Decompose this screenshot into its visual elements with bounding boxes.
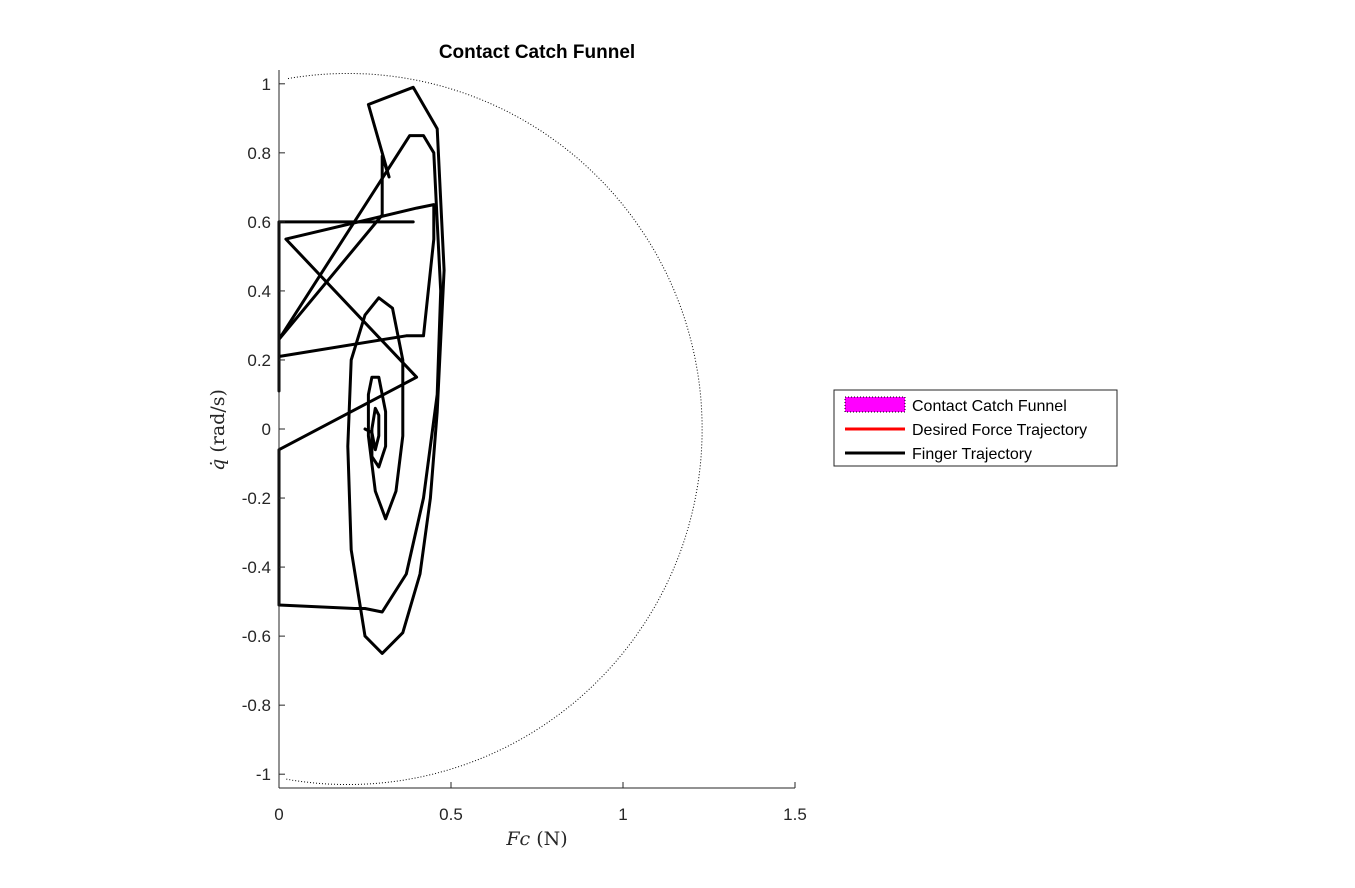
x-tick-label: 0 [274,805,283,824]
chart-title: Contact Catch Funnel [439,42,635,63]
x-axis-label-var: Fc [505,828,530,850]
x-tick-label: 0.5 [439,805,463,824]
x-axis-label: Fc (N) [505,828,567,850]
legend-label-contact-catch-funnel: Contact Catch Funnel [912,398,1067,415]
y-tick-label: -0.4 [242,558,271,577]
y-tick-label: -0.8 [242,696,271,715]
y-tick-label: 0.2 [247,351,271,370]
series-finger-trajectory-outer-loop [277,134,443,614]
y-axis-label: q̇ (rad/s) [207,389,229,471]
x-tick-label: 1 [618,805,627,824]
x-axis-label-unit: (N) [536,828,567,850]
y-axis-label-unit: (rad/s) [207,389,229,453]
y-tick-label: -0.6 [242,627,271,646]
legend-swatch-funnel [844,396,906,413]
axes: 0 0.5 1 1.5 1 0.8 0.6 0.4 0.2 0 -0.2 -0.4 -0.6 -0.8 -1 [242,70,807,824]
x-tick-label: 1.5 [783,805,807,824]
y-tick-label: -0.2 [242,489,271,508]
y-axis-label-var: q̇ [207,459,229,471]
legend-label-finger-trajectory: Finger Trajectory [912,446,1032,463]
plot-area [277,73,703,785]
y-tick-label: 0.6 [247,213,271,232]
y-tick-label: 0 [262,420,271,439]
funnel-boundary [286,73,703,785]
legend: Contact Catch Funnel Desired Force Trajec… [833,389,1118,467]
y-tick-label: -1 [256,765,271,784]
y-tick-label: 1 [262,75,271,94]
y-tick-label: 0.8 [247,144,271,163]
legend-label-desired-force-trajectory: Desired Force Trajectory [912,422,1087,439]
series-finger-trajectory [277,85,446,655]
y-tick-label: 0.4 [247,282,271,301]
